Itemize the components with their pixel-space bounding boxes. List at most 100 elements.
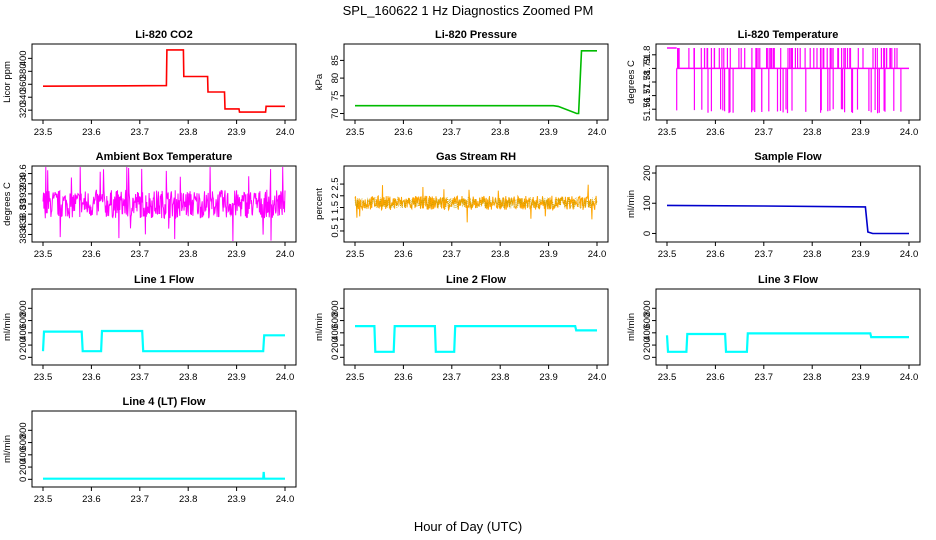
x-tick-label: 23.8 [179, 372, 198, 383]
y-tick-label: 800 [18, 300, 29, 316]
x-tick-label: 23.8 [491, 372, 510, 383]
y-tick-label: 400 [18, 50, 29, 66]
panel-frame [31, 410, 297, 488]
series-spikes [676, 48, 902, 114]
figure-xlabel: Hour of Day (UTC) [414, 519, 522, 534]
x-tick-label: 24.0 [900, 249, 919, 260]
x-tick-label: 23.6 [82, 494, 101, 505]
x-tick-label: 23.8 [179, 127, 198, 138]
x-tick-label: 24.0 [588, 372, 607, 383]
series-line [42, 166, 286, 242]
x-tick-label: 23.9 [539, 372, 558, 383]
y-tick-label: 200 [18, 337, 29, 353]
x-tick-label: 23.5 [34, 494, 53, 505]
x-tick-label: 23.8 [803, 372, 822, 383]
x-tick-label: 24.0 [276, 127, 295, 138]
y-tick-label: 400 [330, 325, 341, 341]
y-tick-label: 600 [18, 313, 29, 329]
panel-title: Li-820 Pressure [435, 29, 517, 41]
y-tick-label: 380 [18, 63, 29, 79]
panel-title: Line 1 Flow [134, 274, 194, 286]
x-tick-label: 23.5 [346, 127, 365, 138]
y-tick-label: 200 [642, 337, 653, 353]
y-axis-label: ml/min [2, 435, 13, 463]
panel-2: Li-820 Pressure 23.5 23.6 23.7 23.8 23.9 24.0 7… [314, 29, 609, 138]
x-tick-label: 24.0 [588, 127, 607, 138]
y-tick-label: 200 [642, 165, 653, 181]
panel-frame [655, 165, 921, 243]
y-tick-label: 600 [330, 313, 341, 329]
y-tick-label: 600 [18, 435, 29, 451]
panel-5: Gas Stream RH 23.5 23.6 23.7 23.8 23.9 24.0 0.5… [314, 151, 609, 260]
x-tick-label: 23.6 [394, 372, 413, 383]
panel-title: Li-820 CO2 [135, 29, 192, 41]
y-tick-label: 200 [330, 337, 341, 353]
y-tick-label: 400 [642, 325, 653, 341]
x-tick-label: 23.5 [658, 249, 677, 260]
y-axis-label: degrees C [2, 182, 13, 226]
y-tick-label: 39 [18, 199, 29, 210]
x-tick-label: 24.0 [276, 494, 295, 505]
x-tick-label: 23.7 [755, 249, 774, 260]
series-line [43, 471, 285, 480]
x-tick-label: 23.8 [491, 249, 510, 260]
figure-title: SPL_160622 1 Hz Diagnostics Zoomed PM [343, 3, 594, 18]
panel-frame [343, 288, 609, 366]
y-tick-label: 800 [642, 300, 653, 316]
y-tick-label: 340 [18, 89, 29, 105]
y-tick-label: 400 [18, 325, 29, 341]
panel-title: Line 3 Flow [758, 274, 818, 286]
y-tick-label: 38.4 [18, 225, 29, 244]
y-tick-label: 0 [18, 477, 29, 482]
x-tick-label: 23.6 [82, 127, 101, 138]
panel-title: Gas Stream RH [436, 151, 516, 163]
x-tick-label: 23.5 [658, 372, 677, 383]
x-tick-label: 23.9 [227, 249, 246, 260]
x-tick-label: 23.7 [443, 372, 462, 383]
y-tick-label: 0 [642, 355, 653, 360]
panel-7: Line 1 Flow 23.5 23.6 23.7 23.8 23.9 24.0 0 2004… [2, 274, 297, 383]
x-tick-label: 23.7 [443, 127, 462, 138]
panel-frame [31, 43, 297, 121]
x-tick-label: 23.7 [131, 249, 150, 260]
panel-title: Sample Flow [754, 151, 822, 163]
panel-title: Line 4 (LT) Flow [123, 396, 206, 408]
x-tick-label: 23.6 [706, 372, 725, 383]
y-tick-label: 0 [642, 231, 653, 236]
panel-6: Sample Flow 23.5 23.6 23.7 23.8 23.9 24.0 0 100 2… [626, 151, 921, 260]
x-tick-label: 23.9 [539, 249, 558, 260]
y-tick-label: 39.4 [18, 174, 29, 193]
series-line [355, 325, 597, 353]
series-line [41, 329, 285, 353]
x-tick-label: 23.9 [851, 127, 870, 138]
x-tick-label: 23.5 [346, 372, 365, 383]
series-line [665, 332, 909, 353]
y-tick-label: 100 [642, 195, 653, 211]
panel-frame [655, 288, 921, 366]
y-axis-label: ml/min [314, 313, 325, 341]
y-tick-label: 75 [330, 91, 341, 102]
x-tick-label: 23.7 [755, 127, 774, 138]
y-tick-label: 200 [18, 459, 29, 475]
y-axis-label: kPa [314, 73, 325, 90]
x-tick-label: 23.5 [34, 127, 53, 138]
y-axis-label: degrees C [626, 60, 637, 104]
y-tick-label: 51.8 [642, 46, 653, 65]
y-tick-label: 600 [642, 313, 653, 329]
y-tick-label: 1 [330, 217, 341, 222]
y-tick-label: 1.5 [330, 201, 341, 214]
panel-1: Li-820 CO2 23.5 23.6 23.7 23.8 23.9 24.0 320340… [2, 29, 297, 138]
series-line [355, 49, 597, 115]
x-tick-label: 23.8 [179, 249, 198, 260]
x-tick-label: 23.7 [131, 127, 150, 138]
y-tick-label: 360 [18, 76, 29, 92]
y-tick-label: 2.5 [330, 177, 341, 190]
series-texture [354, 196, 598, 210]
x-tick-label: 23.5 [346, 249, 365, 260]
y-tick-label: 0.5 [330, 224, 341, 237]
y-tick-label: 51.76 [642, 97, 653, 121]
y-tick-label: 800 [18, 422, 29, 438]
y-tick-label: 39.6 [18, 164, 29, 183]
y-tick-label: 800 [330, 300, 341, 316]
x-tick-label: 23.6 [82, 249, 101, 260]
